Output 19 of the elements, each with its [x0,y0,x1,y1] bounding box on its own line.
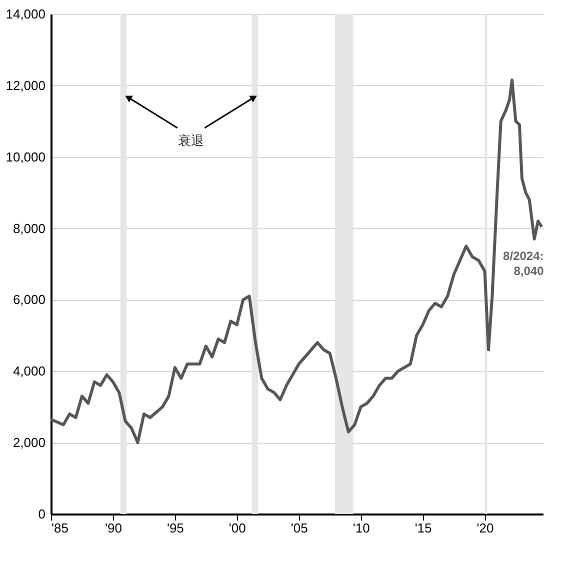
y-tick-label: 12,000 [6,78,46,93]
annotation: 8/2024: 8,040 [503,248,544,278]
x-tick-label: '90 [104,520,122,536]
x-tick-label: '20 [476,520,494,536]
annotation: 衰退 [178,132,204,148]
x-tick-label: '05 [290,520,308,536]
y-tick-label: 2,000 [12,435,46,450]
y-tick-label: 8,000 [12,220,46,236]
x-tick-label: '00 [228,520,246,536]
y-tick-label: 10,000 [6,149,46,164]
x-tick-label: '85 [52,520,68,536]
y-tick-label: 0 [38,506,46,522]
line-series [50,78,544,444]
x-tick-label: '95 [166,520,184,536]
y-tick-label: 14,000 [6,6,46,22]
x-tick-label: '10 [352,520,370,536]
y-tick-label: 6,000 [12,292,46,308]
y-tick-label: 4,000 [12,364,46,379]
x-tick-label: '15 [414,520,432,536]
